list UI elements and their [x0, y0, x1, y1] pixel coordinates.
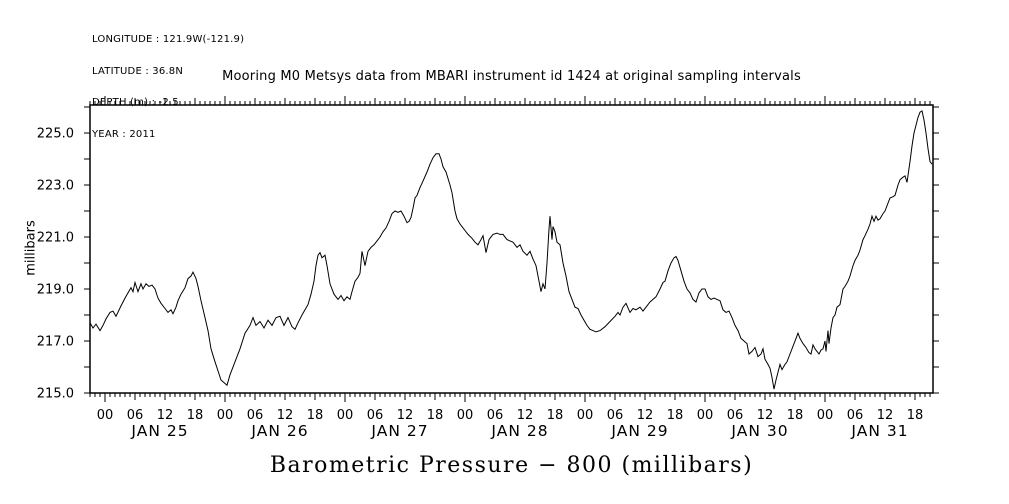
day-label: JAN 29: [610, 422, 668, 440]
hour-tick-label: 18: [547, 408, 564, 423]
y-tick-label: 219.0: [37, 283, 74, 298]
meta-year: YEAR : 2011: [92, 128, 156, 140]
hour-tick-label: 12: [517, 408, 534, 423]
x-axis-title: Barometric Pressure − 800 (millibars): [269, 453, 754, 478]
meta-depth: DEPTH (m) : -2.5: [92, 97, 179, 108]
hour-tick-label: 06: [247, 408, 264, 423]
hour-tick-label: 00: [817, 408, 834, 423]
day-label: JAN 27: [370, 422, 428, 440]
day-label: JAN 31: [850, 422, 908, 440]
hour-tick-label: 12: [157, 408, 174, 423]
meta-latitude: LATITUDE : 36.8N: [92, 65, 184, 77]
hour-tick-labels: 00 06 12 18 00 06 12 18 00 06 12 18 00 06 12 18 00 06 12 18…: [97, 408, 924, 423]
hour-tick-label: 18: [907, 408, 924, 423]
y-tick-label: 215.0: [37, 387, 74, 402]
hour-tick-label: 18: [187, 408, 204, 423]
hour-tick-label: 00: [97, 408, 114, 423]
meta-longitude: LONGITUDE : 121.9W(-121.9): [92, 34, 245, 45]
hour-tick-label: 06: [727, 408, 744, 423]
hour-tick-label: 06: [607, 408, 624, 423]
hour-tick-label: 06: [367, 408, 384, 423]
pressure-series-line: [89, 110, 933, 390]
metadata-block: LONGITUDE : 121.9W(-121.9) LATITUDE : 36…: [92, 14, 244, 161]
chart-title: Mooring M0 Metsys data from MBARI instru…: [222, 69, 801, 84]
hour-tick-label: 18: [667, 408, 684, 423]
hour-tick-label: 00: [457, 408, 474, 423]
day-label: JAN 25: [130, 422, 188, 440]
hour-tick-label: 00: [697, 408, 714, 423]
hour-tick-label: 12: [397, 408, 414, 423]
hour-tick-label: 06: [847, 408, 864, 423]
y-tick-label: 223.0: [37, 179, 74, 194]
hour-tick-label: 12: [277, 408, 294, 423]
y-tick-label: 225.0: [37, 127, 74, 142]
y-ticks: [84, 106, 939, 394]
hour-tick-label: 00: [577, 408, 594, 423]
plot-frame: [89, 104, 934, 394]
hour-tick-label: 18: [307, 408, 324, 423]
hour-tick-label: 12: [757, 408, 774, 423]
y-tick-label: 221.0: [37, 231, 74, 246]
day-label: JAN 26: [250, 422, 308, 440]
hour-tick-label: 06: [487, 408, 504, 423]
day-label: JAN 30: [730, 422, 788, 440]
hour-tick-label: 12: [877, 408, 894, 423]
x-ticks: [89, 96, 931, 402]
hour-tick-label: 00: [217, 408, 234, 423]
y-tick-labels: 225.0 223.0 221.0 219.0 217.0 215.0: [37, 127, 74, 402]
hour-tick-label: 00: [337, 408, 354, 423]
y-tick-label: 217.0: [37, 335, 74, 350]
day-label: JAN 28: [490, 422, 548, 440]
hour-tick-label: 18: [427, 408, 444, 423]
day-labels: JAN 25 JAN 26 JAN 27 JAN 28 JAN 29 JAN 30 JAN …: [130, 422, 908, 440]
hour-tick-label: 06: [127, 408, 144, 423]
hour-tick-label: 18: [787, 408, 804, 423]
hour-tick-label: 12: [637, 408, 654, 423]
